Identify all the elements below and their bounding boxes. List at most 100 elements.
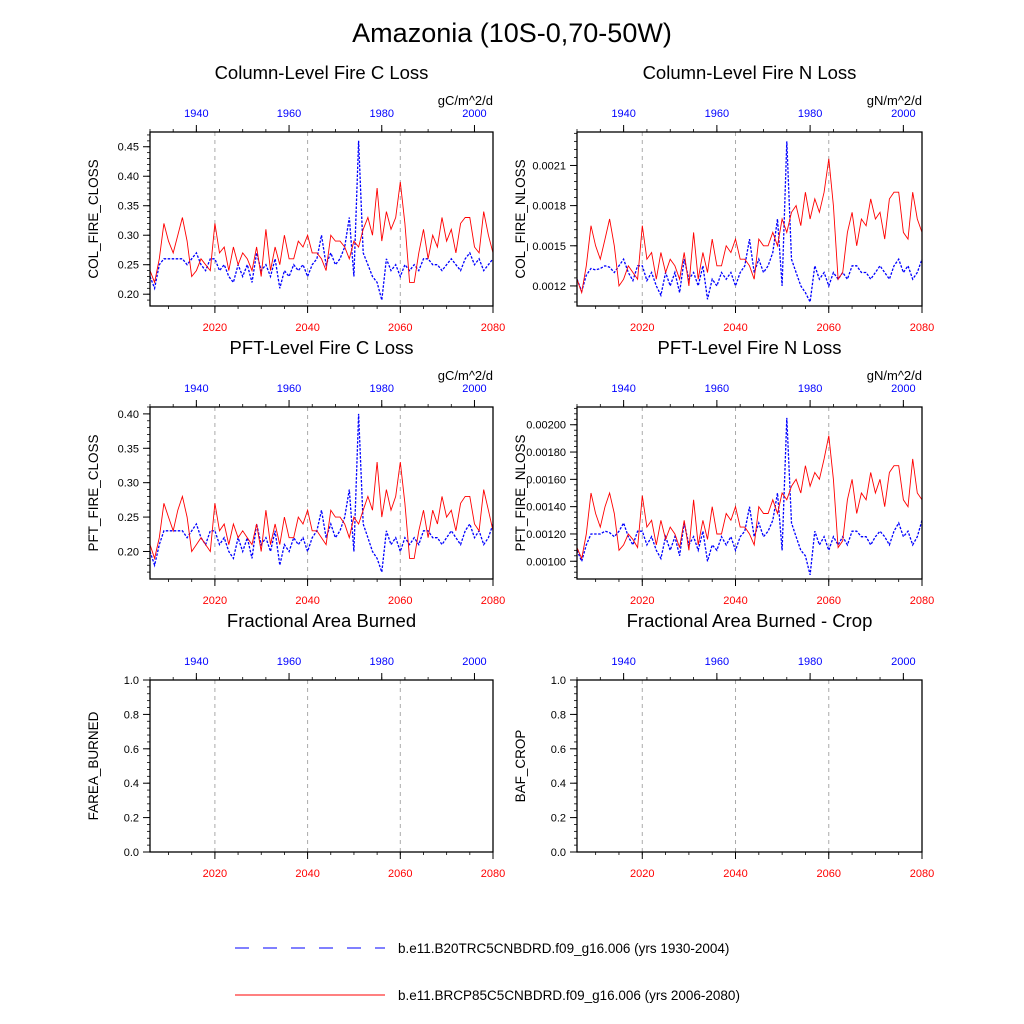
chart-panel-2: Column-Level Fire N Loss gN/m^2/d 0.0012 0.… [513,62,934,334]
y-tick-label: 0.0021 [532,160,566,172]
panel-units: gC/m^2/d [438,368,493,383]
y-tick-label: 0.0 [551,847,566,859]
y-tick-label: 0.00200 [526,420,566,432]
x-top-tick-label: 1940 [184,108,208,120]
x-top-tick-label: 1980 [370,656,394,668]
y-tick-label: 0.45 [118,142,139,154]
series-line-hist [576,417,923,576]
y-tick-label: 0.35 [118,443,139,455]
x-bottom-tick-label: 2060 [817,595,841,607]
series-line-hist [149,413,494,573]
x-top-tick-label: 1980 [370,383,394,395]
legend-label-b: b.e11.BRCP85C5CNBDRD.f09_g16.006 (yrs 20… [398,988,740,1003]
x-bottom-tick-label: 2080 [481,868,505,880]
x-top-tick-label: 1960 [705,108,729,120]
figure-title: Amazonia (10S-0,70-50W) [352,18,672,48]
x-top-tick-label: 2000 [462,108,486,120]
y-tick-label: 0.6 [551,744,566,756]
y-tick-label: 0.8 [551,709,566,721]
y-tick-label: 0.0015 [532,241,566,253]
y-tick-label: 0.25 [118,260,139,272]
panel-title: Column-Level Fire C Loss [215,62,429,83]
chart-panel-4: PFT-Level Fire N Loss gN/m^2/d 0.00100 0.00… [513,337,934,607]
y-tick-label: 0.20 [118,546,139,558]
x-bottom-tick-label: 2080 [481,595,505,607]
chart-panel-3: PFT-Level Fire C Loss gC/m^2/d 0.20 0.25 0.3… [86,337,505,607]
x-bottom-tick-label: 2020 [630,322,654,334]
y-axis-label: FAREA_BURNED [86,711,101,820]
x-top-tick-label: 1960 [277,656,301,668]
x-top-tick-label: 1960 [705,656,729,668]
plot-frame [149,406,494,580]
x-top-tick-label: 1960 [705,383,729,395]
x-top-tick-label: 1980 [798,108,822,120]
plot-frame [576,131,923,307]
x-bottom-tick-label: 2080 [481,322,505,334]
x-top-tick-label: 1940 [611,383,635,395]
y-tick-label: 0.4 [551,778,566,790]
y-axis-label: PFT_FIRE_NLOSS [513,434,528,551]
y-tick-label: 0.00180 [526,447,566,459]
x-bottom-tick-label: 2020 [203,595,227,607]
panel-title: Column-Level Fire N Loss [643,62,857,83]
x-top-tick-label: 1980 [370,108,394,120]
y-tick-label: 0.2 [551,813,566,825]
x-bottom-tick-label: 2040 [723,595,747,607]
y-axis-label: COL_FIRE_NLOSS [513,159,528,278]
series-line-rcp85 [576,158,923,295]
series-line-hist [576,141,923,305]
y-tick-label: 1.0 [124,675,139,687]
x-top-tick-label: 1980 [798,656,822,668]
x-bottom-tick-label: 2060 [388,595,412,607]
y-tick-label: 0.6 [124,744,139,756]
y-tick-label: 0.8 [124,709,139,721]
y-tick-label: 0.30 [118,478,139,490]
x-bottom-tick-label: 2060 [817,322,841,334]
x-bottom-tick-label: 2020 [203,322,227,334]
x-bottom-tick-label: 2080 [910,868,934,880]
legend-label-a: b.e11.B20TRC5CNBDRD.f09_g16.006 (yrs 193… [398,941,729,956]
x-bottom-tick-label: 2060 [388,322,412,334]
x-top-tick-label: 2000 [891,656,915,668]
y-tick-label: 0.0012 [532,281,566,293]
series-line-rcp85 [149,182,494,284]
x-bottom-tick-label: 2040 [295,595,319,607]
panel-title: Fractional Area Burned [227,610,416,631]
y-tick-label: 0.0018 [532,201,566,213]
x-bottom-tick-label: 2060 [388,868,412,880]
x-bottom-tick-label: 2080 [910,322,934,334]
chart-panels: Column-Level Fire C Loss gC/m^2/d 0.20 0.25… [86,62,934,880]
x-top-tick-label: 2000 [891,383,915,395]
x-top-tick-label: 1960 [277,108,301,120]
series-line-rcp85 [576,435,923,561]
plot-frame [576,406,923,580]
panel-units: gC/m^2/d [438,93,493,108]
x-top-tick-label: 1940 [184,383,208,395]
panel-title: PFT-Level Fire C Loss [229,337,413,358]
x-top-tick-label: 2000 [462,656,486,668]
panel-units: gN/m^2/d [867,93,922,108]
y-tick-label: 0.20 [118,289,139,301]
plot-frame [576,679,923,853]
y-tick-label: 0.40 [118,409,139,421]
y-axis-label: PFT_FIRE_CLOSS [86,434,101,551]
y-tick-label: 0.40 [118,171,139,183]
chart-panel-6: Fractional Area Burned - Crop 0.0 0.2 0.4 0.… [513,610,934,880]
y-tick-label: 0.00120 [526,529,566,541]
y-axis-label: COL_FIRE_CLOSS [86,159,101,278]
y-tick-label: 0.30 [118,230,139,242]
x-bottom-tick-label: 2040 [295,868,319,880]
x-top-tick-label: 2000 [462,383,486,395]
x-bottom-tick-label: 2080 [910,595,934,607]
x-top-tick-label: 2000 [891,108,915,120]
x-top-tick-label: 1940 [611,108,635,120]
x-bottom-tick-label: 2040 [295,322,319,334]
x-bottom-tick-label: 2040 [723,868,747,880]
y-tick-label: 0.25 [118,512,139,524]
y-tick-label: 0.35 [118,201,139,213]
x-top-tick-label: 1980 [798,383,822,395]
x-top-tick-label: 1940 [184,656,208,668]
y-tick-label: 0.00160 [526,474,566,486]
y-tick-label: 0.4 [124,778,139,790]
